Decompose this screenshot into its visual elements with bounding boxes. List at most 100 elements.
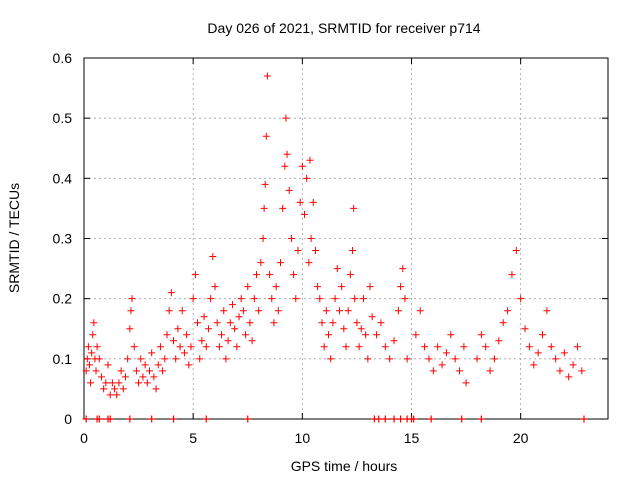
data-point — [314, 283, 322, 291]
data-point — [499, 319, 507, 327]
data-point — [130, 343, 138, 351]
data-point — [294, 247, 302, 255]
zero-value-point — [106, 415, 114, 423]
zero-value-point — [95, 415, 103, 423]
data-point — [386, 355, 394, 363]
data-point — [191, 271, 199, 279]
data-point — [178, 307, 186, 315]
data-point — [244, 283, 252, 291]
y-tick-label: 0.2 — [53, 291, 73, 307]
data-point — [233, 343, 241, 351]
data-point — [163, 331, 171, 339]
data-point — [565, 373, 573, 381]
data-point — [578, 367, 586, 375]
data-point — [111, 385, 119, 393]
data-point — [183, 331, 191, 339]
data-point — [202, 343, 210, 351]
zero-value-point — [148, 415, 156, 423]
data-point — [85, 361, 93, 369]
data-point — [342, 343, 350, 351]
data-point — [364, 355, 372, 363]
data-point — [296, 198, 304, 206]
data-point — [126, 325, 134, 333]
data-point — [530, 361, 538, 369]
zero-value-point — [410, 415, 418, 423]
y-axis-title: SRMTID / TECUs — [6, 183, 22, 293]
data-point — [148, 349, 156, 357]
data-point — [525, 343, 533, 351]
data-point — [504, 307, 512, 315]
zero-value-point — [126, 415, 134, 423]
data-point — [329, 319, 337, 327]
x-tick-label: 15 — [404, 430, 420, 446]
data-point — [298, 162, 306, 170]
data-point — [218, 331, 226, 339]
data-point — [303, 174, 311, 182]
data-point — [307, 235, 315, 242]
data-point — [320, 343, 328, 351]
data-point — [242, 331, 250, 339]
data-point — [82, 367, 90, 375]
data-point — [543, 307, 551, 315]
data-point — [115, 379, 123, 387]
data-point — [403, 355, 411, 363]
y-tick-label: 0.4 — [53, 170, 73, 186]
data-point — [92, 367, 100, 375]
data-point — [373, 331, 381, 339]
data-point — [377, 319, 385, 327]
data-point — [325, 331, 333, 339]
data-point — [246, 319, 254, 327]
data-point — [187, 343, 195, 351]
data-point — [113, 391, 121, 399]
data-point — [141, 361, 149, 369]
data-point — [237, 295, 245, 303]
data-point — [362, 331, 370, 339]
data-point — [517, 295, 525, 303]
data-point — [301, 210, 309, 218]
data-point — [150, 373, 158, 381]
data-point — [366, 283, 374, 291]
data-point — [239, 307, 247, 315]
data-point — [260, 204, 268, 212]
data-point — [473, 355, 481, 363]
data-point — [340, 325, 348, 333]
zero-value-point — [580, 415, 588, 423]
data-point — [154, 361, 162, 369]
x-axis-title: GPS time / hours — [291, 458, 398, 474]
data-point — [331, 295, 339, 303]
data-point — [224, 337, 232, 345]
zero-value-point — [381, 415, 389, 423]
data-point — [477, 331, 485, 339]
data-point — [189, 295, 197, 303]
data-point — [222, 355, 230, 363]
data-point — [508, 271, 516, 279]
zero-value-point — [170, 415, 178, 423]
data-point — [277, 259, 284, 267]
data-point — [165, 307, 173, 315]
y-tick-label: 0.1 — [53, 351, 73, 367]
data-point — [279, 204, 287, 212]
data-point — [282, 114, 290, 122]
data-point — [349, 247, 357, 255]
data-point — [127, 307, 135, 315]
data-point — [274, 307, 282, 315]
zero-value-point — [427, 415, 435, 423]
data-point — [462, 379, 470, 387]
data-point — [399, 265, 407, 273]
data-point — [170, 337, 178, 345]
data-point — [121, 373, 129, 381]
x-tick-label: 5 — [189, 430, 197, 446]
data-point — [194, 319, 202, 327]
data-point — [281, 162, 289, 170]
zero-value-point — [477, 415, 485, 423]
data-point — [250, 295, 258, 303]
data-point — [152, 385, 160, 393]
data-point — [573, 343, 581, 351]
data-point — [306, 156, 314, 164]
data-point — [316, 295, 324, 303]
data-point — [139, 373, 147, 381]
data-point — [355, 343, 363, 351]
data-point — [327, 355, 335, 363]
chart-title: Day 026 of 2021, SRMTID for receiver p71… — [207, 20, 480, 36]
